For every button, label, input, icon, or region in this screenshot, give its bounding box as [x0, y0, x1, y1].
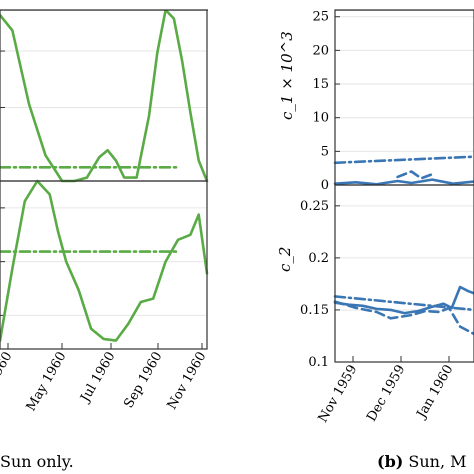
left-bottom-panel [0, 179, 209, 350]
right-bottom-y-tick-label: 0.15 [300, 303, 329, 318]
right-x-axis-tick-label: Jan 1960 [413, 363, 456, 423]
right-top-ylabel: c_1 × 10^3 [278, 31, 296, 120]
right-bottom-series-dashdot [333, 295, 474, 312]
right-top-clip [335, 0, 474, 10]
left-top-series-solid [0, 8, 209, 183]
left-x-axis-tick-label: May 1960 [24, 350, 70, 414]
right-top-y-tick-label: 25 [312, 10, 329, 25]
left-top-panel [0, 0, 209, 183]
right-x-axis: Nov 1959 Dec 1959 Jan 1960 [316, 356, 456, 426]
left-top-clip [0, 0, 208, 10]
left-bottom-series-solid [0, 179, 209, 342]
right-top-y-tick-label: 10 [312, 111, 329, 126]
right-top-series-dashdot [333, 155, 474, 165]
right-caption-text: Sun, M [403, 452, 466, 471]
left-bottom-frame [0, 180, 208, 350]
left-x-axis-tick-label: 960 [0, 350, 15, 379]
right-top-panel: 0 5 10 15 20 25 c_1 × 10^3 [278, 0, 474, 193]
right-bottom-series-dashed [333, 300, 474, 336]
right-x-axis-tick-label: Nov 1959 [316, 363, 361, 426]
right-bottom-ylabel: c_2 [276, 247, 294, 272]
right-top-y-tick-label: 0 [321, 178, 329, 193]
right-top-y-tick-label: 20 [312, 43, 329, 58]
right-bottom-series-solid [333, 285, 474, 315]
right-caption-label: (b) [377, 452, 403, 471]
left-x-axis: 960 May 1960 Jul 1960 Sep 1960 Nov 1960 [0, 343, 209, 414]
right-top-y-tick-label: 15 [312, 77, 329, 92]
left-caption: Sun only. [0, 452, 74, 471]
right-bottom-frame [334, 184, 474, 363]
left-x-axis-tick-label: Jul 1960 [77, 350, 118, 407]
right-caption: (b) Sun, M [377, 452, 467, 471]
right-bottom-y-tick-label: 0.25 [300, 199, 329, 214]
right-bottom-y-tick-label: 0.1 [308, 355, 329, 370]
right-top-y-tick-label: 5 [321, 144, 329, 159]
right-top-series-dashed [396, 170, 434, 180]
right-x-axis-tick-label: Dec 1959 [364, 363, 408, 425]
right-bottom-y-tick-label: 0.2 [308, 251, 329, 266]
left-x-axis-tick-label: Sep 1960 [121, 350, 165, 411]
right-bottom-panel: 0.1 0.15 0.2 0.25 c_2 [276, 184, 474, 370]
right-top-series-solid [333, 178, 474, 186]
left-x-axis-tick-label: Nov 1960 [165, 350, 210, 413]
